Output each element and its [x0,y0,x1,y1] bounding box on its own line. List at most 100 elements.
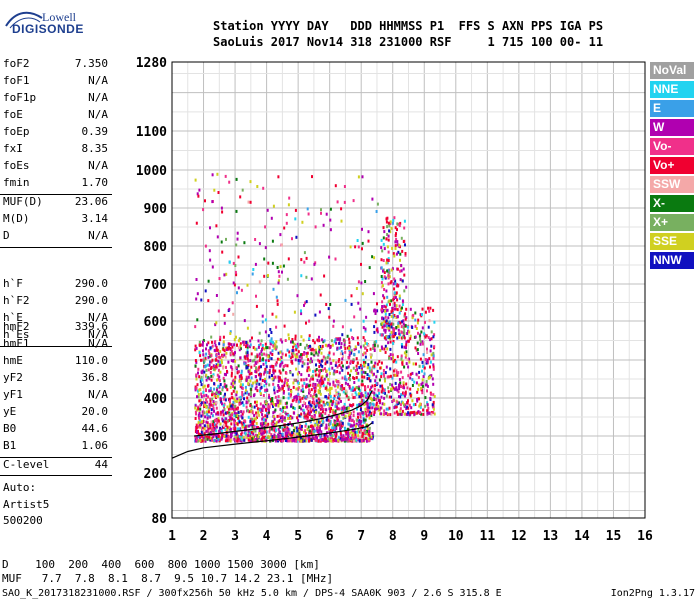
echo-point [417,375,420,379]
echo-point [194,348,197,352]
echo-point [406,332,409,335]
echo-point [283,425,286,429]
echo-point [241,390,244,394]
echo-point [415,372,418,376]
echo-point [211,393,213,397]
echo-point [393,301,396,305]
echo-point [214,418,217,422]
echo-point [305,275,308,279]
echo-point [384,305,387,309]
echo-point [215,425,218,429]
echo-point [423,366,426,370]
echo-point [259,358,262,362]
echo-point [323,403,326,407]
echo-point [286,348,289,352]
echo-point [380,412,383,416]
echo-point [207,410,210,414]
echo-point [426,384,429,388]
echo-point [253,419,256,423]
echo-point [198,416,201,420]
echo-point [383,275,386,279]
echo-point [278,388,281,392]
echo-point [243,241,246,245]
echo-point [308,319,311,323]
echo-point [238,370,240,374]
echo-point [263,405,266,409]
echo-point [249,423,252,427]
echo-point [378,401,381,404]
param-name: hmE [3,354,23,367]
echo-point [207,279,210,283]
echo-point [396,243,399,247]
echo-point [430,411,433,414]
echo-point [198,399,201,403]
echo-point [220,400,223,404]
echo-point [422,375,425,378]
echo-point [344,298,347,302]
echo-point [281,379,283,383]
echo-point [268,371,271,375]
echo-point [202,390,205,394]
echo-point [359,401,362,405]
echo-point [388,299,391,303]
echo-point [384,330,387,334]
echo-point [351,336,354,339]
echo-point [287,387,290,391]
echo-point [260,432,263,436]
echo-point [272,435,275,439]
echo-point [229,330,232,334]
echo-point [320,346,323,350]
param-value: 110.0 [74,354,108,367]
echo-point [401,335,404,339]
echo-point [246,341,249,345]
echo-point [326,396,329,400]
echo-point [360,428,363,432]
echo-point [396,267,399,271]
echo-point [239,344,242,348]
echo-point [329,386,332,390]
profile-curves [171,390,373,459]
echo-point [303,436,306,440]
echo-point [216,421,219,425]
echo-point [235,366,238,370]
echo-point [205,398,208,402]
echo-point [357,301,360,305]
echo-point [396,400,399,404]
echo-point [367,392,370,396]
echo-point [289,356,292,360]
echo-point [270,422,273,426]
echo-point [383,271,386,274]
echo-point [246,351,249,355]
echo-point [364,280,367,283]
echo-point [303,381,306,385]
echo-point [393,307,396,311]
echo-point [342,408,345,412]
echo-point [277,270,280,274]
echo-point [294,334,297,338]
echo-point [390,334,393,338]
echo-point [286,383,289,387]
echo-point [317,358,320,362]
echo-point [243,319,246,323]
echo-point [206,400,209,404]
echo-point [409,394,412,398]
echo-point [332,352,335,356]
echo-point [359,307,362,311]
echo-point [357,434,360,438]
echo-point [276,399,279,403]
x-tick-label: 12 [511,529,527,544]
echo-point [216,394,219,398]
echo-point [350,302,353,306]
echo-point [300,309,302,313]
echo-point [213,423,216,426]
echo-point [271,239,274,243]
echo-point [207,408,210,412]
echo-point [314,373,317,377]
auto-label: Auto: [3,481,37,494]
echo-point [348,351,351,355]
echo-point [285,213,288,217]
echo-point [206,384,209,388]
echo-point [374,384,377,387]
echo-point [244,420,247,424]
echo-point [288,196,291,200]
